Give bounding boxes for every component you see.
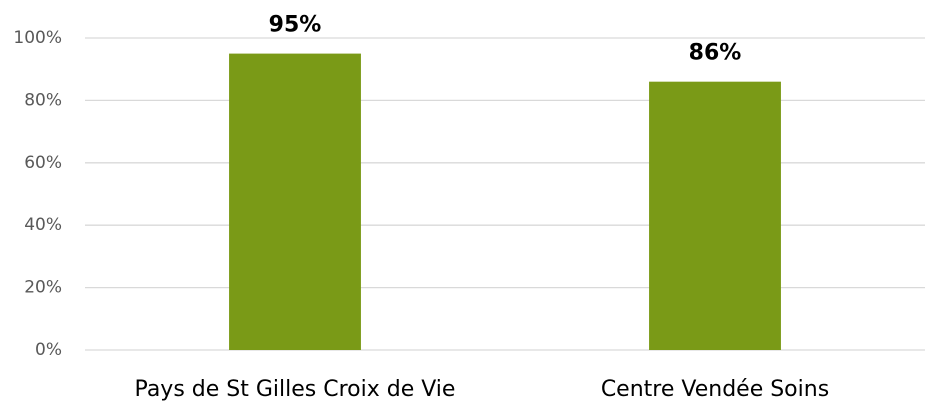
bar — [649, 81, 781, 351]
y-tick-label: 80% — [24, 90, 62, 110]
x-tick-label: Centre Vendée Soins — [601, 377, 829, 402]
x-tick-label: Pays de St Gilles Croix de Vie — [135, 377, 456, 402]
y-tick-label: 100% — [13, 28, 62, 48]
y-tick-label: 40% — [24, 215, 62, 235]
data-label: 95% — [269, 13, 322, 38]
data-label: 86% — [689, 41, 742, 66]
y-tick-label: 0% — [35, 340, 62, 360]
y-tick-label: 60% — [24, 153, 62, 173]
y-tick-label: 20% — [24, 278, 62, 298]
bar — [229, 53, 361, 350]
